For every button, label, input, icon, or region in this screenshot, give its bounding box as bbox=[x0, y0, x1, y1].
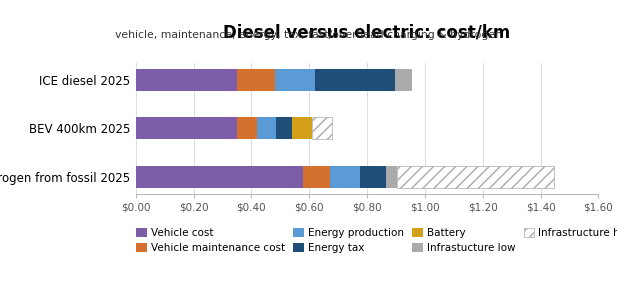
Title: Diesel versus electric: cost/km: Diesel versus electric: cost/km bbox=[223, 24, 511, 42]
Bar bbox=[136, 69, 237, 91]
Bar bbox=[395, 69, 412, 91]
Bar bbox=[397, 166, 553, 188]
Bar bbox=[257, 117, 276, 139]
Bar bbox=[237, 69, 275, 91]
Bar bbox=[315, 69, 395, 91]
Bar bbox=[276, 117, 292, 139]
Bar bbox=[275, 69, 315, 91]
Bar bbox=[329, 166, 360, 188]
Text: vehicle, maintenance, energy, tax, fast/overhead charging & hydrogen: vehicle, maintenance, energy, tax, fast/… bbox=[115, 30, 502, 40]
Bar bbox=[292, 117, 312, 139]
Bar bbox=[312, 117, 333, 139]
Bar bbox=[136, 117, 237, 139]
Bar bbox=[360, 166, 386, 188]
Bar bbox=[136, 166, 304, 188]
Bar bbox=[237, 117, 257, 139]
Bar bbox=[304, 166, 329, 188]
Bar bbox=[386, 166, 397, 188]
Legend: Vehicle cost, Vehicle maintenance cost, Energy production, Energy tax, Battery, : Vehicle cost, Vehicle maintenance cost, … bbox=[136, 228, 617, 253]
